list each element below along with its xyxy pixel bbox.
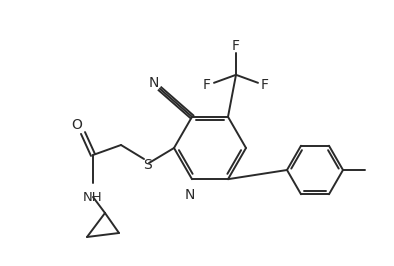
Text: N: N [149,76,159,90]
Text: F: F [203,78,211,92]
Text: F: F [232,39,240,53]
Text: O: O [72,118,82,132]
Text: S: S [144,158,152,172]
Text: N: N [185,188,195,202]
Text: NH: NH [83,191,103,204]
Text: F: F [261,78,269,92]
